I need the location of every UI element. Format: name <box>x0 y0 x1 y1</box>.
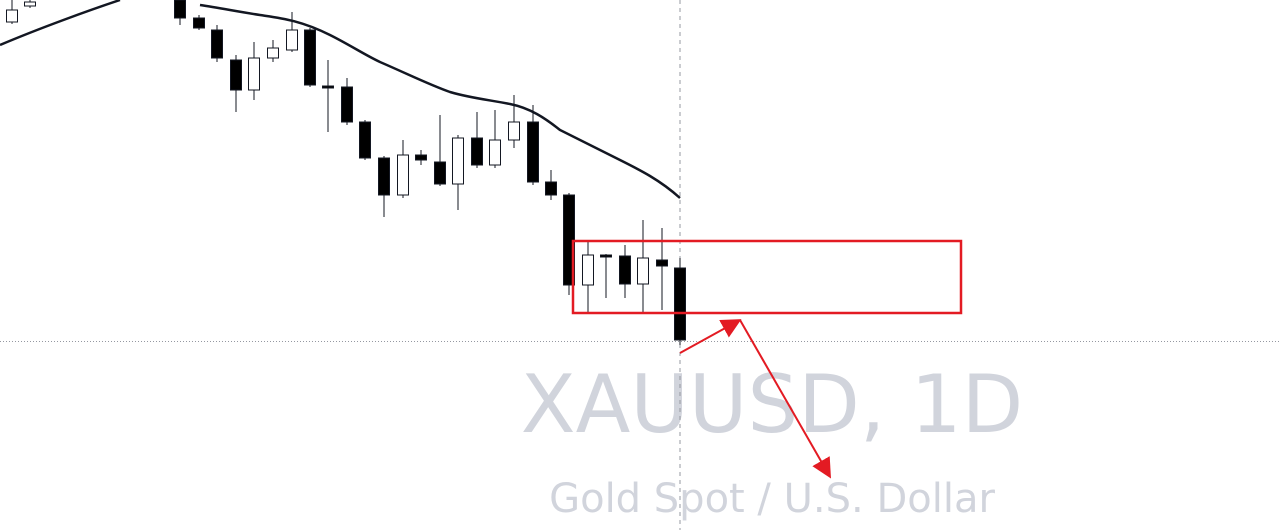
candle-body <box>619 255 631 285</box>
candle-body <box>582 254 594 286</box>
candle-body <box>193 17 205 29</box>
candle-body <box>211 29 223 59</box>
candle-body <box>545 181 557 196</box>
candle-body <box>267 47 279 59</box>
candle-body <box>359 121 371 159</box>
candle-body <box>656 259 668 267</box>
highlight-box <box>571 239 963 315</box>
candle-body <box>434 161 446 185</box>
candle-body <box>230 59 242 91</box>
candle-body <box>508 121 520 141</box>
watermark-description: Gold Spot / U.S. Dollar <box>549 476 995 522</box>
candle-body <box>471 137 483 166</box>
candle-body <box>174 0 186 19</box>
candle-body <box>322 85 334 89</box>
candle-body <box>6 9 18 23</box>
candles <box>6 0 686 345</box>
candle-body <box>304 29 316 86</box>
candle-body <box>378 157 390 196</box>
candle-body <box>248 57 260 91</box>
arrow-down <box>739 319 831 479</box>
candle-body <box>415 154 427 161</box>
candle-body <box>24 1 36 7</box>
candle-body <box>674 267 686 341</box>
candle-body <box>600 254 612 258</box>
candle-body <box>489 139 501 166</box>
arrow-up <box>679 319 742 354</box>
candle-body <box>397 154 409 196</box>
watermark-symbol: XAUUSD, 1D <box>521 358 1023 451</box>
moving-average <box>0 0 681 199</box>
candle-body <box>286 29 298 51</box>
candle-body <box>637 257 649 285</box>
candle-body <box>341 86 353 123</box>
candle-body <box>527 121 539 183</box>
candle-body <box>452 137 464 185</box>
